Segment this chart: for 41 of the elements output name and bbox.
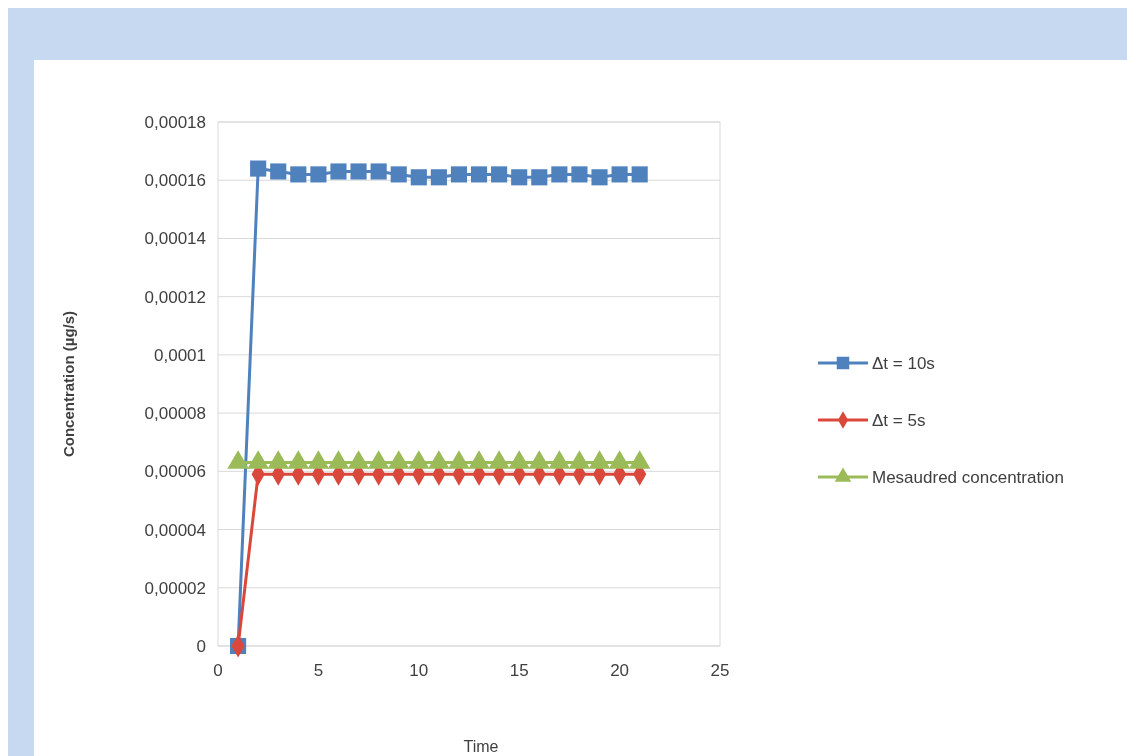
y-tick-label: 0,00004 [144,520,206,540]
point [450,166,468,183]
point [370,163,387,180]
point [410,169,427,186]
y-tick-label: 0,00012 [144,287,206,307]
legend-label: Δt = 10s [872,353,935,373]
x-tick-label: 15 [509,661,529,680]
x-tick-label: 20 [610,661,630,680]
point [491,166,508,183]
point [270,163,287,180]
y-tick-label: 0,00002 [144,578,206,598]
point [591,169,608,186]
point [250,160,267,177]
point [430,169,447,186]
x-tick-label: 25 [710,661,730,680]
point [571,166,588,183]
y-axis-title: Concentration (µg/s) [60,310,77,458]
y-tick-label: 0,00008 [144,404,206,424]
point [290,166,307,183]
point [511,169,528,186]
point [631,166,648,183]
legend-label: Mesaudred concentration [872,467,1064,487]
y-tick-label: 0,00016 [144,171,206,191]
point [350,163,367,180]
y-tick-label: 0,00006 [144,462,206,482]
point [390,166,407,183]
y-tick-label: 0,00018 [144,112,206,132]
point [330,163,347,180]
x-axis-title: Time [463,738,499,755]
point [531,169,548,186]
point [551,166,568,183]
y-tick-label: 0,0001 [154,345,206,365]
x-tick-label: 0 [213,661,223,680]
point [611,166,628,183]
legend-label: Δt = 5s [872,410,926,430]
y-tick-label: 0 [196,636,206,656]
x-tick-label: 5 [313,661,324,680]
point [310,166,327,183]
x-tick-label: 10 [409,661,429,680]
y-tick-label: 0,00014 [144,229,206,249]
point [470,166,488,183]
